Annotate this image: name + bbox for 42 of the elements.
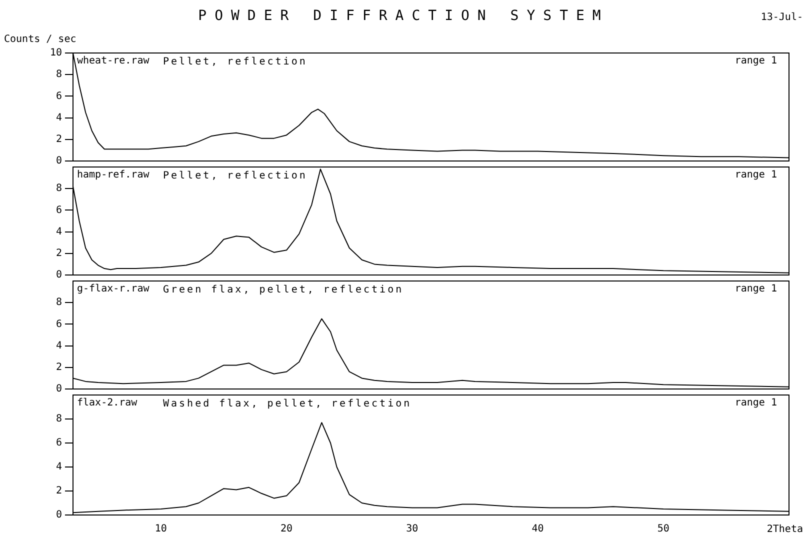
y-tick-label: 4	[56, 340, 62, 352]
annotation: wheat-re.raw	[77, 56, 150, 67]
y-tick-label: 0	[56, 156, 62, 167]
x-tick-label: 40	[532, 524, 544, 535]
y-tick-label: 6	[56, 438, 62, 449]
annotation: flax-2.raw	[77, 398, 138, 409]
y-tick-label: 0	[56, 510, 62, 521]
annotation: Washed flax, pellet, reflection	[163, 398, 412, 410]
x-axis-title: 2Theta	[766, 524, 803, 535]
y-tick-label: 4	[56, 112, 62, 124]
y-tick-label: 0	[56, 270, 62, 281]
y-tick-label: 4	[56, 226, 62, 238]
chart-title: POWDER DIFFRACTION SYSTEM	[198, 8, 609, 24]
annotation: range 1	[734, 56, 777, 67]
annotation: Green flax, pellet, reflection	[163, 284, 404, 296]
y-axis-title: Counts / sec	[4, 34, 76, 45]
y-tick-label: 2	[56, 248, 62, 259]
y-tick-label: 8	[56, 414, 62, 425]
x-tick-label: 50	[657, 524, 670, 535]
y-tick-label: 4	[56, 462, 62, 473]
text: 13-Jul-	[760, 12, 803, 23]
y-tick-label: 10	[50, 48, 62, 59]
annotation: range 1	[734, 170, 777, 181]
y-tick-label: 6	[56, 318, 62, 330]
y-tick-label: 2	[56, 362, 62, 373]
x-tick-label: 10	[154, 524, 167, 535]
annotation: Pellet, reflection	[163, 56, 308, 68]
y-tick-label: 6	[56, 204, 62, 216]
y-tick-label: 8	[56, 297, 62, 308]
y-tick-label: 8	[56, 69, 62, 80]
x-tick-label: 30	[406, 524, 418, 535]
annotation: g-flax-r.raw	[77, 284, 150, 295]
annotation: Pellet, reflection	[163, 170, 308, 182]
y-tick-label: 8	[56, 183, 62, 194]
annotation: range 1	[734, 284, 777, 295]
x-tick-label: 20	[280, 524, 293, 535]
y-tick-label: 0	[56, 384, 62, 395]
annotation: hamp-ref.raw	[77, 170, 150, 181]
y-tick-label: 2	[56, 486, 62, 497]
annotation: range 1	[734, 398, 777, 409]
y-tick-label: 6	[56, 90, 62, 102]
y-tick-label: 2	[56, 134, 62, 145]
